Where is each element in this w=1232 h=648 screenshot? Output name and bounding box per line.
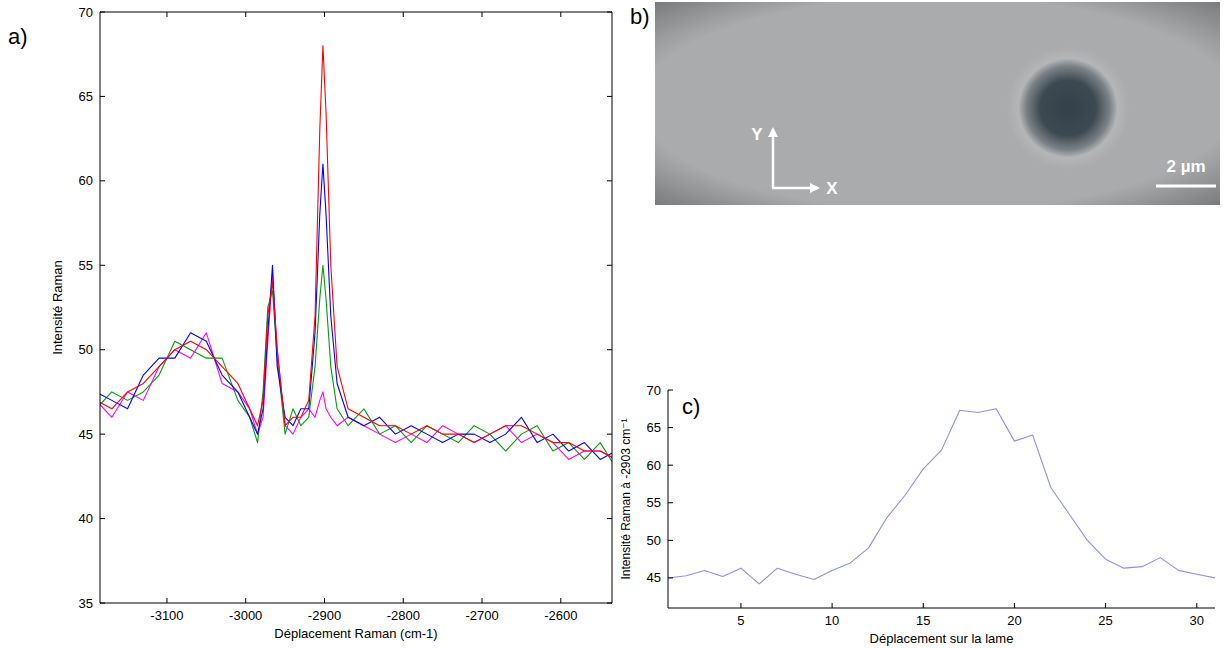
x-tick [403,12,404,17]
x-tick-label: 30 [1190,613,1204,628]
y-tick [607,434,612,435]
y-tick [607,349,612,350]
x-tick-label: 15 [916,613,930,628]
y-tick [100,518,105,519]
scale-bar-label: 2 µm [1166,157,1205,176]
y-tick-label: 60 [79,173,93,188]
x-tick [1014,603,1015,608]
y-tick-label: 50 [647,533,661,548]
y-tick-label: 55 [647,495,661,510]
x-tick [832,603,833,608]
x-axis-title: Déplacement Raman (cm-1) [274,626,437,641]
x-tick-label: 5 [737,613,744,628]
image-background [655,2,1220,205]
x-tick-label: 25 [1098,613,1112,628]
scale-bar [1156,185,1216,188]
y-axis-line [668,390,669,608]
y-axis-line [100,12,101,603]
series-line [100,265,612,468]
y-tick-label: 45 [79,427,93,442]
x-axis-line [100,603,612,604]
panel-label: b) [630,4,650,29]
x-tick [166,598,167,603]
y-tick [607,265,612,266]
x-axis-label: X [826,179,838,198]
x-tick [324,12,325,17]
y-tick [100,265,105,266]
y-tick-label: 50 [79,342,93,357]
y-tick [100,96,105,97]
series-line [100,46,612,460]
y-tick-label: 70 [79,5,93,20]
y-tick [100,349,105,350]
y-tick [100,180,105,181]
chart: 5 10 15 20 25 30 45 50 55 60 65 70 Déplacement sur l… [619,383,1215,646]
x-tick [923,603,924,608]
x-tick [1105,603,1106,608]
x-arrow [772,187,815,190]
series-line [100,274,612,460]
y-tick [668,540,673,541]
plot-data [100,46,612,468]
y-tick-label: 35 [79,596,93,611]
x-tick-label: -3100 [150,608,183,623]
frame-right [612,12,613,603]
plot-data [668,409,1215,584]
page: {"chart_data": [ {"type": "line", "panel… [0,0,1232,648]
series-line [100,164,612,460]
y-tick-label: 40 [79,511,93,526]
frame-top [100,12,612,13]
panel-label: a) [8,24,28,49]
series-line [668,409,1215,584]
x-tick-label: -2700 [465,608,498,623]
x-tick [482,598,483,603]
x-tick-label: -3000 [229,608,262,623]
x-axis-line [668,608,1215,609]
y-axis-title: Intensité Raman [50,260,65,355]
x-tick [1196,603,1197,608]
y-tick [100,12,105,13]
y-axis-label: Y [751,125,763,144]
y-tick-label: 60 [647,458,661,473]
y-tick [607,518,612,519]
x-tick [324,598,325,603]
x-tick [560,598,561,603]
x-tick [482,12,483,17]
y-tick [100,434,105,435]
figure: Y X 2 µm b) -3100 -3000 -2900 -2800 -2700 -2600 35… [0,0,1232,648]
y-tick [668,502,673,503]
y-tick [668,577,673,578]
x-tick [245,598,246,603]
x-tick-label: -2900 [308,608,341,623]
y-tick-label: 55 [79,258,93,273]
y-tick [668,465,673,466]
x-tick-label: 10 [825,613,839,628]
x-tick-label: 20 [1007,613,1021,628]
y-tick-label: 45 [647,570,661,585]
x-tick [245,12,246,17]
y-tick-label: 70 [647,383,661,398]
image-vignette [655,2,1220,205]
y-arrow [772,132,775,188]
x-tick [403,598,404,603]
x-axis-title: Déplacement sur la lame [870,631,1014,646]
y-tick-label: 65 [79,89,93,104]
x-tick [740,603,741,608]
x-tick-label: -2600 [544,608,577,623]
y-tick [607,180,612,181]
chart: -3100 -3000 -2900 -2800 -2700 -2600 35 40 45 50 55… [50,5,632,641]
y-axis-title: Intensité Raman à -2903 cm⁻¹ [619,418,633,579]
x-tick [166,12,167,17]
x-tick-label: -2800 [387,608,420,623]
y-tick [668,390,673,391]
y-tick [668,427,673,428]
y-tick [100,603,105,604]
y-tick [607,12,612,13]
image-panel: Y X 2 µm [655,2,1220,205]
x-tick [560,12,561,17]
panel-label: c) [682,394,700,419]
y-tick [607,603,612,604]
y-tick-label: 65 [647,420,661,435]
y-tick [607,96,612,97]
